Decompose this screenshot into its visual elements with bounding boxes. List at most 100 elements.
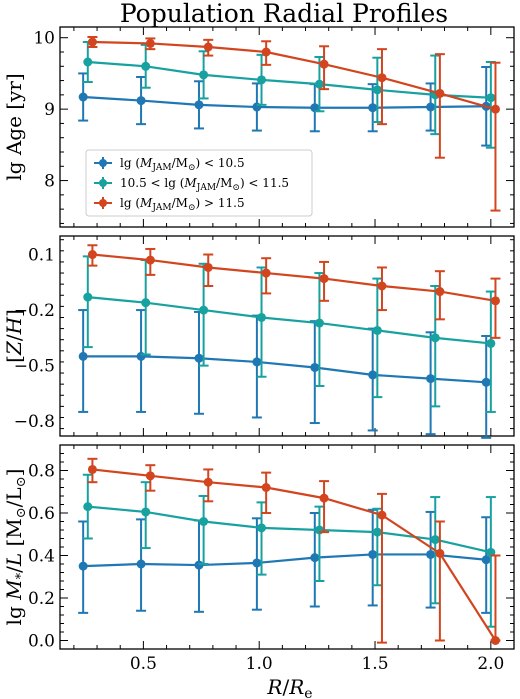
data-point xyxy=(145,255,155,265)
series-1 xyxy=(78,309,492,439)
data-point xyxy=(136,559,146,569)
data-point xyxy=(78,92,88,102)
data-point xyxy=(490,104,500,114)
data-point xyxy=(368,103,378,113)
series-1 xyxy=(78,508,492,614)
data-point xyxy=(252,102,262,112)
data-point xyxy=(319,59,329,69)
series-1 xyxy=(78,66,492,147)
legend-box xyxy=(85,149,313,217)
y-tick-label: −0.8 xyxy=(14,412,55,432)
data-point xyxy=(430,333,440,343)
data-point xyxy=(426,102,436,112)
data-point xyxy=(252,558,262,568)
series-3 xyxy=(87,244,501,339)
data-point xyxy=(78,561,88,571)
data-point xyxy=(199,70,209,80)
data-point xyxy=(368,549,378,559)
data-point xyxy=(194,353,204,363)
y-tick-label: 0.1 xyxy=(28,246,55,266)
data-point xyxy=(252,357,262,367)
data-point xyxy=(203,262,213,272)
data-point xyxy=(435,548,445,558)
data-point xyxy=(486,338,496,348)
data-point xyxy=(435,88,445,98)
data-point xyxy=(486,93,496,103)
data-point xyxy=(87,250,97,260)
y-tick-label: 0.4 xyxy=(28,547,55,567)
data-point xyxy=(481,555,491,565)
series-line xyxy=(83,553,487,568)
series-line xyxy=(92,40,496,111)
panel-frame xyxy=(59,26,515,228)
data-point xyxy=(199,517,209,526)
series-line xyxy=(83,355,487,384)
chart-title: Population Radial Profiles xyxy=(120,0,448,28)
x-tick-label: 0.5 xyxy=(130,654,157,674)
data-point xyxy=(314,525,324,535)
y-axis-label: lg M*/L [M⊙/L⊙] xyxy=(2,469,29,626)
data-point xyxy=(372,85,382,95)
x-axis-label: R/Re xyxy=(266,675,312,699)
data-point xyxy=(377,281,387,291)
series-line xyxy=(87,505,492,554)
data-point xyxy=(368,370,378,380)
panel-1: 8 9 10 lg Age [yr] xyxy=(2,26,515,228)
data-point xyxy=(377,510,387,520)
data-point xyxy=(435,287,445,297)
data-point xyxy=(257,312,267,322)
data-point xyxy=(319,274,329,284)
data-point xyxy=(141,507,151,517)
data-point xyxy=(145,471,155,481)
data-point xyxy=(141,298,151,308)
data-point xyxy=(372,325,382,335)
legend-swatch-marker xyxy=(99,159,107,167)
legend-label: lg (MJAM/M⊙) > 11.5 xyxy=(120,196,245,213)
panel-2: 0.1 −0.2 −0.5 −0.8 [Z/H] xyxy=(2,235,515,439)
data-point xyxy=(83,502,93,512)
x-tick-label: 1.0 xyxy=(246,654,273,674)
legend-entry-3: lg (MJAM/M⊙) > 11.5 xyxy=(94,196,245,213)
data-point xyxy=(261,268,271,278)
x-tick-label: 2.0 xyxy=(477,654,504,674)
y-tick-label: 0.0 xyxy=(28,632,55,652)
data-point xyxy=(261,47,271,57)
series-line xyxy=(83,95,487,109)
data-point xyxy=(257,75,267,85)
y-axis-label: lg Age [yr] xyxy=(2,73,26,180)
data-point xyxy=(87,37,97,47)
data-point xyxy=(257,523,267,533)
y-tick-label: 10 xyxy=(33,29,55,49)
series-line xyxy=(87,296,491,345)
data-point xyxy=(426,549,436,559)
y-tick-label: −0.5 xyxy=(14,357,55,377)
series-line xyxy=(92,468,497,642)
legend-swatch-marker xyxy=(99,179,107,187)
legend-entry-1: lg (MJAM/M⊙) < 10.5 xyxy=(94,156,245,173)
x-tick-label: 1.5 xyxy=(361,654,388,674)
series-3 xyxy=(87,457,501,645)
panel-3: 0.0 0.2 0.4 0.6 0.8 0.5 1.0 1.5 2.0 lg M*/L [M⊙/L… xyxy=(2,444,515,674)
y-tick-label: −0.2 xyxy=(14,301,55,321)
panel-frame xyxy=(59,444,515,650)
series-line xyxy=(92,253,496,302)
data-point xyxy=(319,493,329,503)
y-tick-label: 0.8 xyxy=(28,462,55,482)
data-point xyxy=(194,560,204,570)
data-point xyxy=(136,351,146,361)
data-point xyxy=(310,553,320,563)
data-point xyxy=(261,483,271,492)
data-point xyxy=(83,292,93,302)
data-point xyxy=(490,296,500,306)
legend-label: 10.5 < lg (MJAM/M⊙) < 11.5 xyxy=(120,176,289,193)
legend-swatch-marker xyxy=(99,199,107,207)
data-point xyxy=(141,61,151,71)
data-point xyxy=(314,79,324,89)
data-point xyxy=(426,374,436,384)
data-point xyxy=(194,100,204,110)
legend-label: lg (MJAM/M⊙) < 10.5 xyxy=(120,156,245,173)
y-tick-label: 0.6 xyxy=(28,504,55,524)
data-point xyxy=(372,527,382,537)
panel-frame xyxy=(59,235,515,437)
